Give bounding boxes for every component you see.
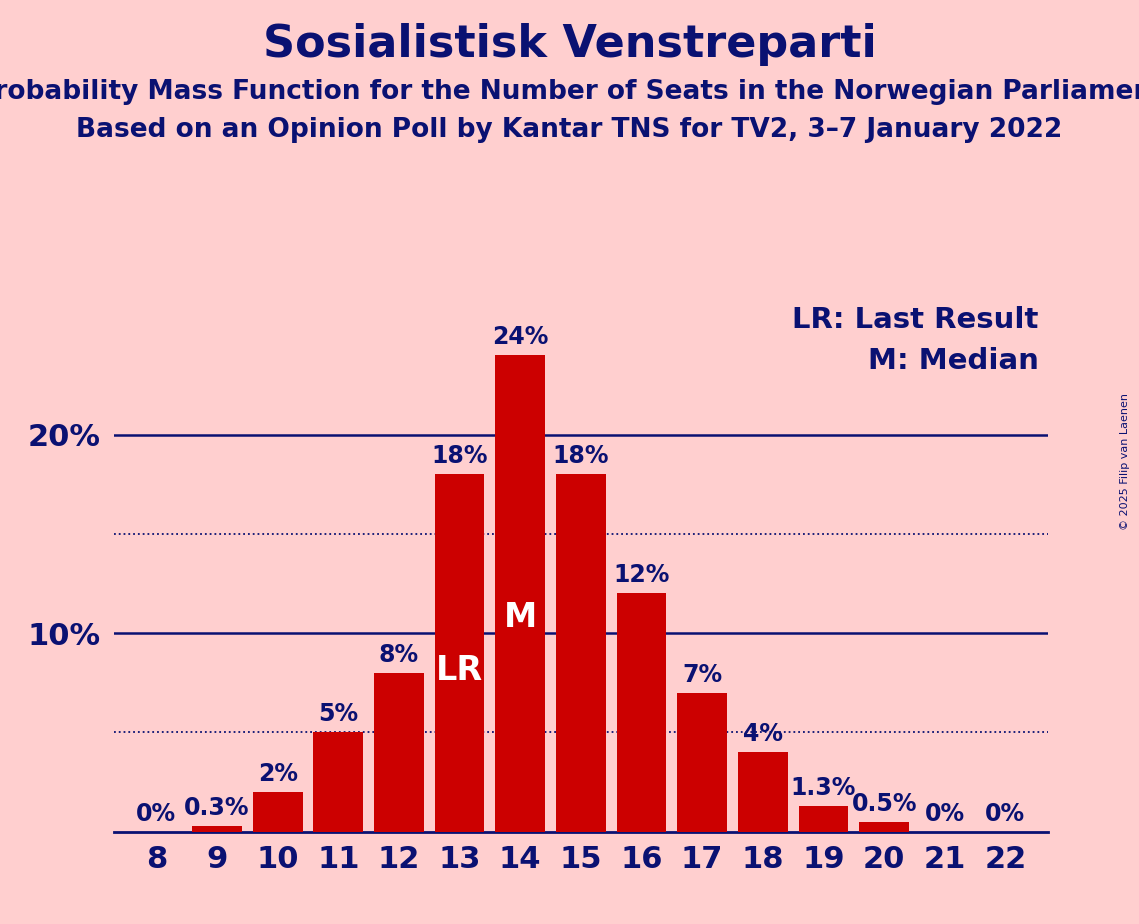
Text: 4%: 4% (743, 723, 782, 747)
Bar (374, 673, 424, 832)
Text: Sosialistisk Venstreparti: Sosialistisk Venstreparti (263, 23, 876, 67)
Text: LR: Last Result: LR: Last Result (793, 306, 1039, 334)
Text: 1.3%: 1.3% (790, 776, 857, 800)
Text: 5%: 5% (318, 702, 359, 726)
Text: 0%: 0% (137, 802, 177, 826)
Text: 0.5%: 0.5% (851, 792, 917, 816)
Text: Based on an Opinion Poll by Kantar TNS for TV2, 3–7 January 2022: Based on an Opinion Poll by Kantar TNS f… (76, 117, 1063, 143)
Bar (556, 474, 606, 832)
Text: M: Median: M: Median (868, 347, 1039, 375)
Text: 18%: 18% (432, 444, 487, 468)
Bar (253, 792, 303, 832)
Bar (192, 826, 241, 832)
Text: Probability Mass Function for the Number of Seats in the Norwegian Parliament: Probability Mass Function for the Number… (0, 79, 1139, 104)
Text: 0%: 0% (925, 802, 965, 826)
Text: 0%: 0% (985, 802, 1025, 826)
Bar (678, 693, 727, 832)
Bar (435, 474, 484, 832)
Bar (859, 821, 909, 832)
Bar (313, 733, 363, 832)
Text: 12%: 12% (613, 564, 670, 588)
Text: 7%: 7% (682, 663, 722, 687)
Text: 24%: 24% (492, 325, 549, 349)
Text: LR: LR (436, 654, 483, 687)
Text: 8%: 8% (379, 643, 419, 667)
Text: 18%: 18% (552, 444, 609, 468)
Bar (798, 806, 849, 832)
Text: © 2025 Filip van Laenen: © 2025 Filip van Laenen (1120, 394, 1130, 530)
Bar (495, 355, 546, 832)
Text: M: M (503, 601, 536, 634)
Bar (616, 593, 666, 832)
Bar (738, 752, 788, 832)
Text: 2%: 2% (257, 762, 297, 786)
Text: 0.3%: 0.3% (185, 796, 249, 820)
